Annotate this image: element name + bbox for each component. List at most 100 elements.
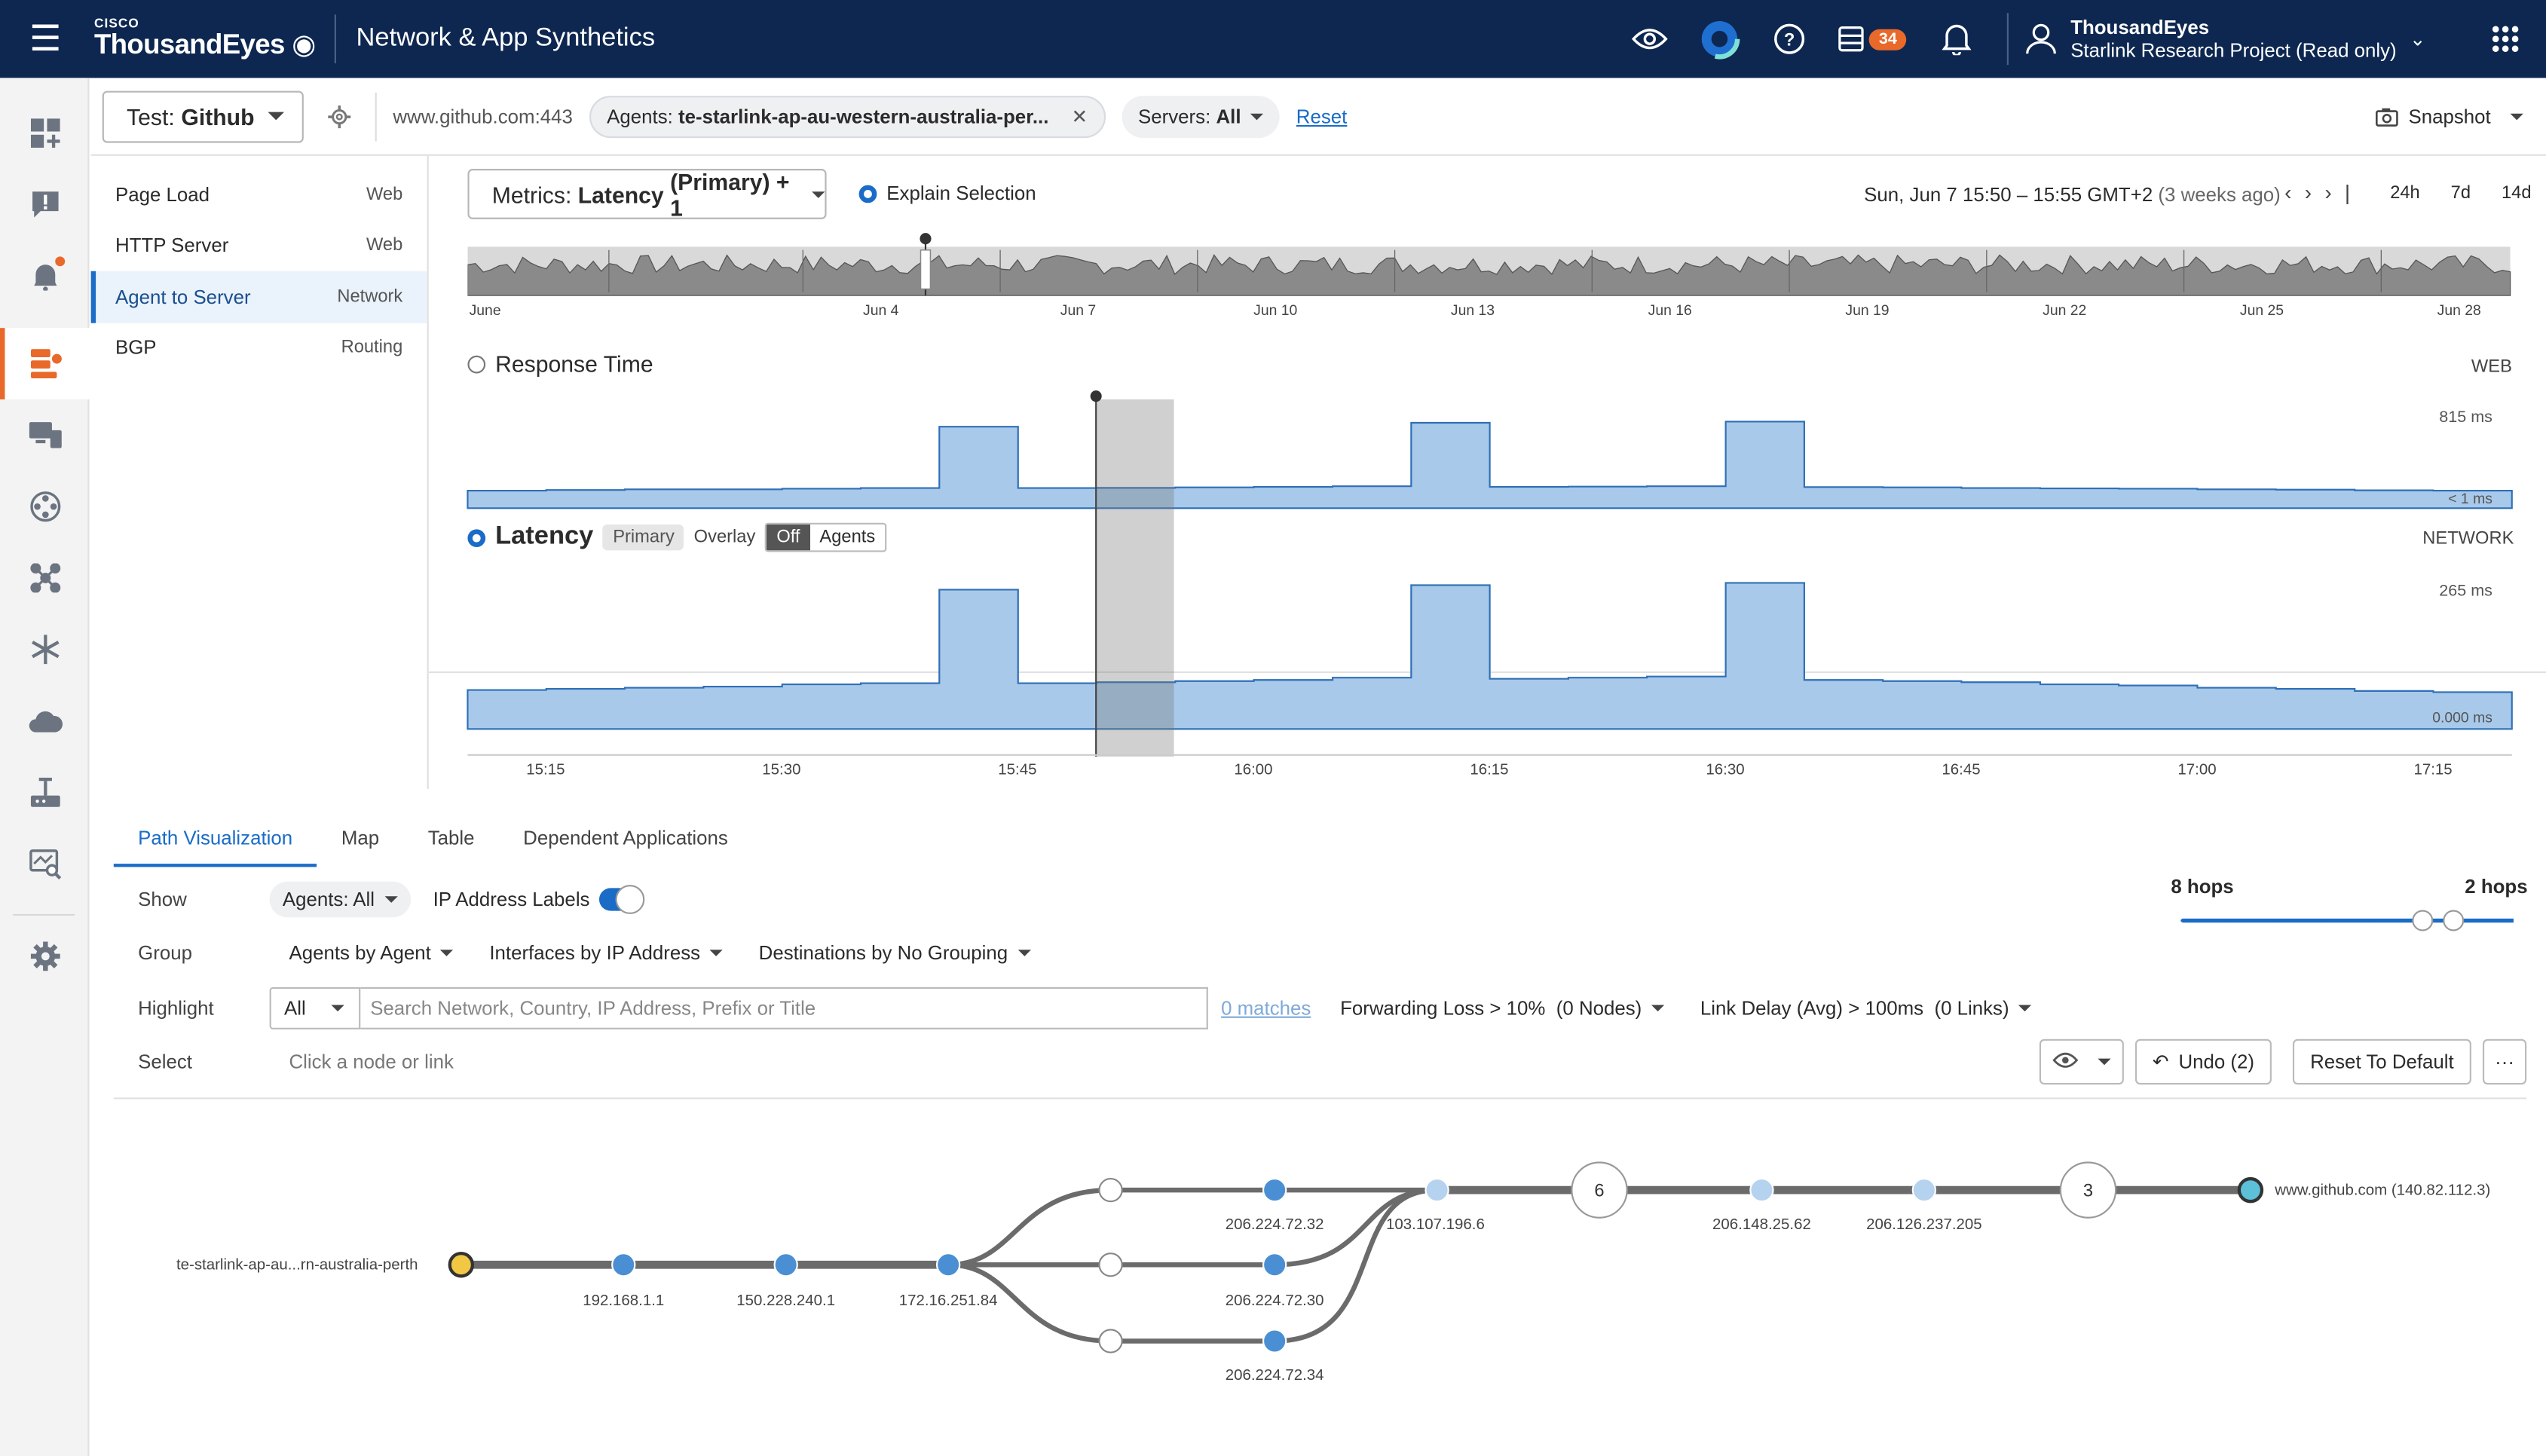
assistant-icon[interactable] [1684,18,1754,60]
timeline-overview[interactable]: June Jun 4 Jun 7 Jun 10 Jun 13 Jun 16 Jun 19 Ju… [467,231,2513,322]
tab-path-visualization[interactable]: Path Visualization [113,812,317,867]
subnav-item-http-server[interactable]: HTTP Server Web [91,220,427,271]
latency-radio[interactable] [467,528,486,546]
account-menu[interactable]: ThousandEyes Starlink Research Project (… [2025,17,2465,62]
ip-labels-label: IP Address Labels [433,888,590,911]
hops-slider[interactable] [2176,906,2523,935]
timeline-label: Jun 19 [1845,302,1889,319]
date-range-ago: (3 weeks ago) [2158,183,2281,206]
caret-down-icon [710,950,724,956]
network-app-synthetics-icon[interactable] [0,328,90,399]
reset-filters-link[interactable]: Reset [1296,104,1348,128]
caret-down-icon [332,1005,345,1012]
highlight-scope-select[interactable]: All [269,986,361,1029]
tab-map[interactable]: Map [341,826,380,849]
alerts-list-button[interactable]: 34 [1824,26,1921,52]
more-options-button[interactable]: ··· [2482,1038,2527,1085]
link-delay-dropdown[interactable]: Link Delay (Avg) > 100ms (0 Links) [1700,997,2032,1020]
hops-left-label: 8 hops [2171,875,2234,898]
metrics-selector[interactable]: Metrics: Latency (Primary) + 1 [467,168,827,220]
range-14d[interactable]: 14d [2501,183,2532,203]
dashboard-icon[interactable] [0,97,89,169]
menu-icon[interactable]: ☰ [29,17,62,59]
hop-node [611,1253,636,1277]
view-options-button[interactable] [2039,1038,2124,1085]
explain-selection-button[interactable]: Explain Selection [858,182,1036,204]
unknown-hop-node [1098,1329,1123,1354]
eye-icon [2052,1051,2079,1073]
device-icon[interactable] [0,757,89,828]
rail-divider [13,913,75,916]
range-7d[interactable]: 7d [2450,183,2471,203]
node-label: 206.148.25.62 [1712,1216,1811,1233]
snapshot-button[interactable]: Snapshot [2376,105,2523,127]
timeline-label: Jun 7 [1060,302,1096,319]
close-icon[interactable]: ✕ [1071,104,1088,128]
notifications-icon[interactable] [0,240,89,312]
node-label: 206.126.237.205 [1866,1216,1982,1233]
selection-highlight [1096,399,1174,757]
test-settings-gear-icon[interactable] [304,104,375,128]
topology-icon[interactable] [0,543,89,614]
last-icon[interactable]: ›| [2324,180,2364,205]
tab-table[interactable]: Table [427,826,475,849]
overlay-toggle[interactable]: Off Agents [765,522,887,552]
node-label: 103.107.196.6 [1386,1216,1485,1233]
forwarding-loss-dropdown[interactable]: Forwarding Loss > 10% (0 Nodes) [1340,997,1665,1020]
metric-charts[interactable]: 815 ms < 1 ms 265 ms 0.000 ms 15:15 15:30… [428,383,2546,789]
prev-icon[interactable]: ‹ [2284,180,2305,205]
latency-x-label: 15:45 [998,761,1036,778]
bell-icon[interactable] [1921,23,1991,56]
subnav-item-bgp[interactable]: BGP Routing [91,323,427,374]
response-radio[interactable] [467,354,486,373]
range-24h[interactable]: 24h [2390,183,2420,203]
subnav-item-page-load[interactable]: Page Load Web [91,169,427,220]
timeline-marker-head [920,233,932,245]
eye-icon[interactable] [1614,28,1685,50]
hop-node [935,1253,961,1277]
services-icon[interactable] [0,471,89,543]
response-time-header[interactable]: Response Time [467,350,653,377]
brand-logo[interactable]: CISCO ThousandEyes ◉ [94,17,316,60]
undo-button[interactable]: ↶ Undo (2) [2134,1038,2272,1085]
alert-icon[interactable] [0,169,89,240]
timeline-label: Jun 22 [2043,302,2086,319]
ip-labels-toggle[interactable] [599,885,645,914]
highlight-search-input[interactable]: Search Network, Country, IP Address, Pre… [360,986,1208,1029]
reset-to-default-button[interactable]: Reset To Default [2292,1038,2471,1085]
matches-link[interactable]: 0 matches [1221,996,1311,1020]
servers-filter-chip[interactable]: Servers: All [1122,95,1281,138]
next-icon[interactable]: › [2304,180,2325,205]
test-selector[interactable]: Test: Github [102,90,304,142]
highlight-scope-value: All [284,996,306,1020]
path-graph[interactable]: 6 3 te-starlink-ap-au...rn-australia-per… [91,1120,2546,1445]
subnav-item-agent-to-server[interactable]: Agent to Server Network [90,271,427,323]
group-interfaces-dropdown[interactable]: Interfaces by IP Address [489,942,724,965]
settings-gear-icon[interactable] [0,921,89,993]
group-destinations-dropdown[interactable]: Destinations by No Grouping [759,942,1031,965]
group-label: Group [138,941,192,965]
subnav-label: BGP [115,336,157,359]
subnav-label: Page Load [115,182,210,206]
time-nav: ‹››| [2284,180,2363,204]
hops-handle-max [2443,910,2465,931]
latency-x-label: 15:30 [762,761,800,778]
help-icon[interactable]: ? [1754,23,1824,55]
overlay-agents[interactable]: Agents [819,528,876,548]
app-title: Network & App Synthetics [356,24,656,52]
endpoint-icon[interactable] [0,399,89,471]
group-agents-dropdown[interactable]: Agents by Agent [289,942,454,965]
asterisk-icon[interactable] [0,613,89,685]
tab-dependent-applications[interactable]: Dependent Applications [523,826,728,849]
group-node-3 [2059,1161,2117,1219]
highlight-row: Highlight All Search Network, Country, I… [114,980,2533,1035]
agents-filter-dropdown[interactable]: Agents: All [269,881,411,918]
latency-x-labels: 15:15 15:30 15:45 16:00 16:15 16:30 16:45 17:00… [526,761,2452,778]
latency-x-label: 16:15 [1470,761,1508,778]
servers-filter-value: All [1216,104,1241,128]
agents-filter-chip[interactable]: Agents: te-starlink-ap-au-western-austra… [589,95,1106,138]
apps-grid-icon[interactable] [2465,24,2546,54]
search-analysis-icon[interactable] [0,828,89,900]
cloud-icon[interactable] [0,685,89,757]
overlay-off[interactable]: Off [767,524,810,551]
